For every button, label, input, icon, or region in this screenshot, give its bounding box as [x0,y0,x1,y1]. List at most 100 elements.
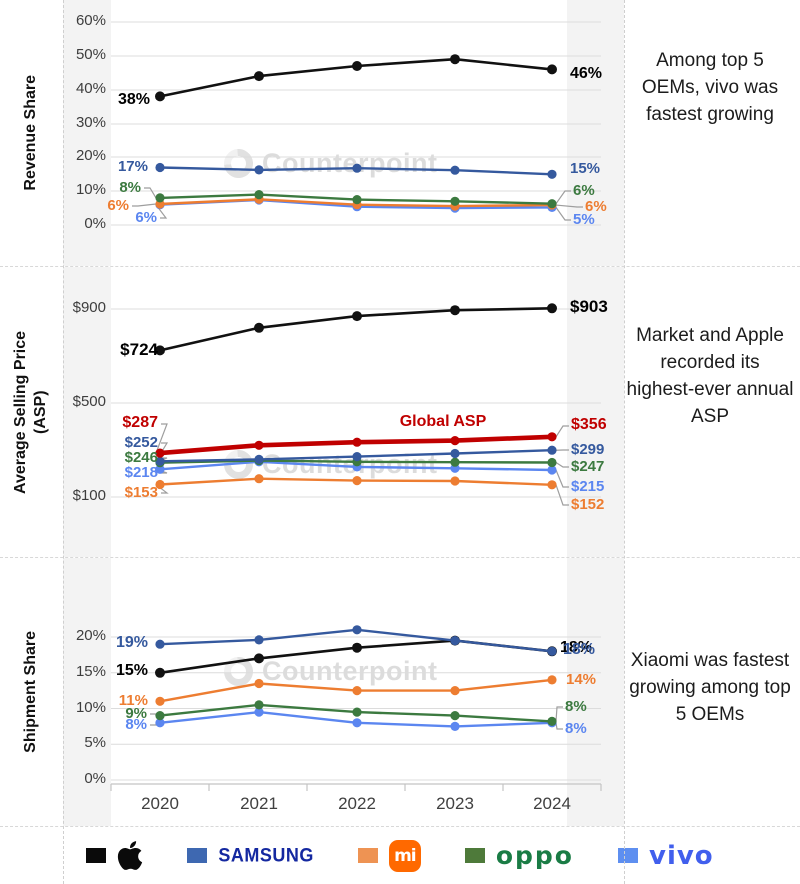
series-global_asp-marker [547,432,557,442]
series-apple-marker [450,305,460,316]
label-apple-first: 15% [115,662,148,679]
label-global_asp-last: $356 [571,416,607,433]
ytick-1: $500 [72,393,106,410]
series-oppo-marker [450,457,460,467]
legend-item-xiaomi: mi [357,839,421,872]
watermark: Counterpoint [218,651,437,692]
series-xiaomi-marker [547,480,557,490]
series-samsung-marker [254,454,264,464]
ytick-0: $900 [72,299,106,316]
series-vivo-marker [155,718,165,728]
right-dashed-divider [624,0,625,884]
xtick-2024: 2024 [533,794,571,813]
label-samsung-last: 15% [570,160,601,177]
leader-xiaomi-R [555,484,569,506]
ytick-1: 15% [75,662,106,680]
ytick-2: 40% [75,80,106,97]
series-samsung-marker [254,165,264,175]
series-xiaomi-marker [254,678,264,689]
label-vivo-first: 8% [125,716,147,733]
ytick-4: 20% [75,147,106,164]
series-samsung-marker [450,636,460,646]
label-samsung-first: $252 [124,434,158,451]
series-xiaomi-marker [352,686,362,696]
ytick-5: 10% [75,181,106,198]
label-oppo-first: 8% [119,179,141,196]
series-samsung-marker [450,448,460,459]
apple-series-swatch [86,848,107,863]
leader-oppo-R [555,706,563,722]
chart-svg [111,21,601,226]
legend-item-vivo: vivo [618,841,714,871]
leader-oppo-R [555,190,571,205]
series-oppo-marker [254,700,264,710]
series-oppo-marker [547,457,557,468]
leader-vivo-R [555,207,571,221]
vivo-series-swatch [618,848,638,863]
series-samsung-marker [547,445,557,455]
samsung-wordmark: SAMSUNG [218,844,314,866]
side-note-shipment: Xiaomi was fastest growing among top 5 O… [629,650,791,725]
series-vivo-marker [352,718,362,728]
series-samsung-marker [352,452,362,462]
series-apple-marker [450,54,460,65]
label-oppo-last: $247 [571,458,605,475]
oppo-series-swatch [464,848,485,863]
legend-item-samsung: SAMSUNG [187,844,314,866]
series-oppo-marker [450,196,460,206]
series-samsung-marker [352,625,362,635]
series-apple-marker [155,345,165,356]
legend: SAMSUNG mi oppo vivo [0,827,800,884]
samsung-series-swatch [187,848,208,863]
label-oppo-last: 8% [565,698,587,715]
plot-area [111,267,567,557]
label-vivo-first: 6% [135,209,157,226]
series-global_asp-marker [254,440,264,450]
series-xiaomi-marker [254,474,264,484]
label-oppo-last: 6% [573,182,595,199]
label-oppo-first: 9% [125,705,147,722]
series-apple-marker [352,642,362,653]
ytick-0: 60% [75,12,106,29]
leader-vivo-R [555,469,569,488]
legend-item-oppo: oppo [464,841,574,870]
label-samsung-first: 17% [117,158,148,175]
series-xiaomi-marker [547,675,557,685]
label-apple-last: 46% [570,65,603,82]
leader-oppo-R [555,461,569,468]
series-apple-marker [254,322,264,333]
xtick-2023: 2023 [436,794,474,813]
label-xiaomi-first: 6% [107,197,129,214]
series-oppo-marker [352,707,362,717]
left-dashed-divider [63,0,64,884]
series-vivo-marker [155,464,165,474]
ytick-0: 20% [75,627,106,644]
series-oppo-marker [155,711,165,721]
leader-vivo-R [555,722,563,730]
xiaomi-mi-logo: mi [388,839,421,872]
label-xiaomi-last: $152 [571,496,605,513]
series-xiaomi-marker [450,476,460,486]
series-samsung-marker [547,169,557,179]
series-oppo-marker [547,716,557,726]
label-oppo-first: $246 [124,449,158,466]
label-apple-first: 38% [117,91,150,108]
series-vivo-marker [450,721,460,731]
series-xiaomi-marker [155,696,165,706]
series-oppo-marker [450,711,460,721]
ytick-4: 0% [84,770,106,787]
oppo-wordmark: oppo [495,841,574,870]
side-note-revenue: Among top 5 OEMs, vivo was fastest growi… [641,50,779,125]
label-apple-last: $903 [570,297,608,316]
watermark: Counterpoint [218,143,437,184]
ytick-6: 0% [84,215,106,232]
series-vivo-marker [547,465,557,475]
chart-svg [111,303,601,506]
label-samsung-last: 18% [563,641,596,658]
leader-global_asp-R [555,425,569,438]
label-xiaomi-last: 6% [585,198,607,215]
leader-oppo-L [144,187,157,199]
label-vivo-first: $218 [124,464,158,481]
ytick-2: $100 [72,487,106,504]
series-apple-marker [254,653,264,664]
